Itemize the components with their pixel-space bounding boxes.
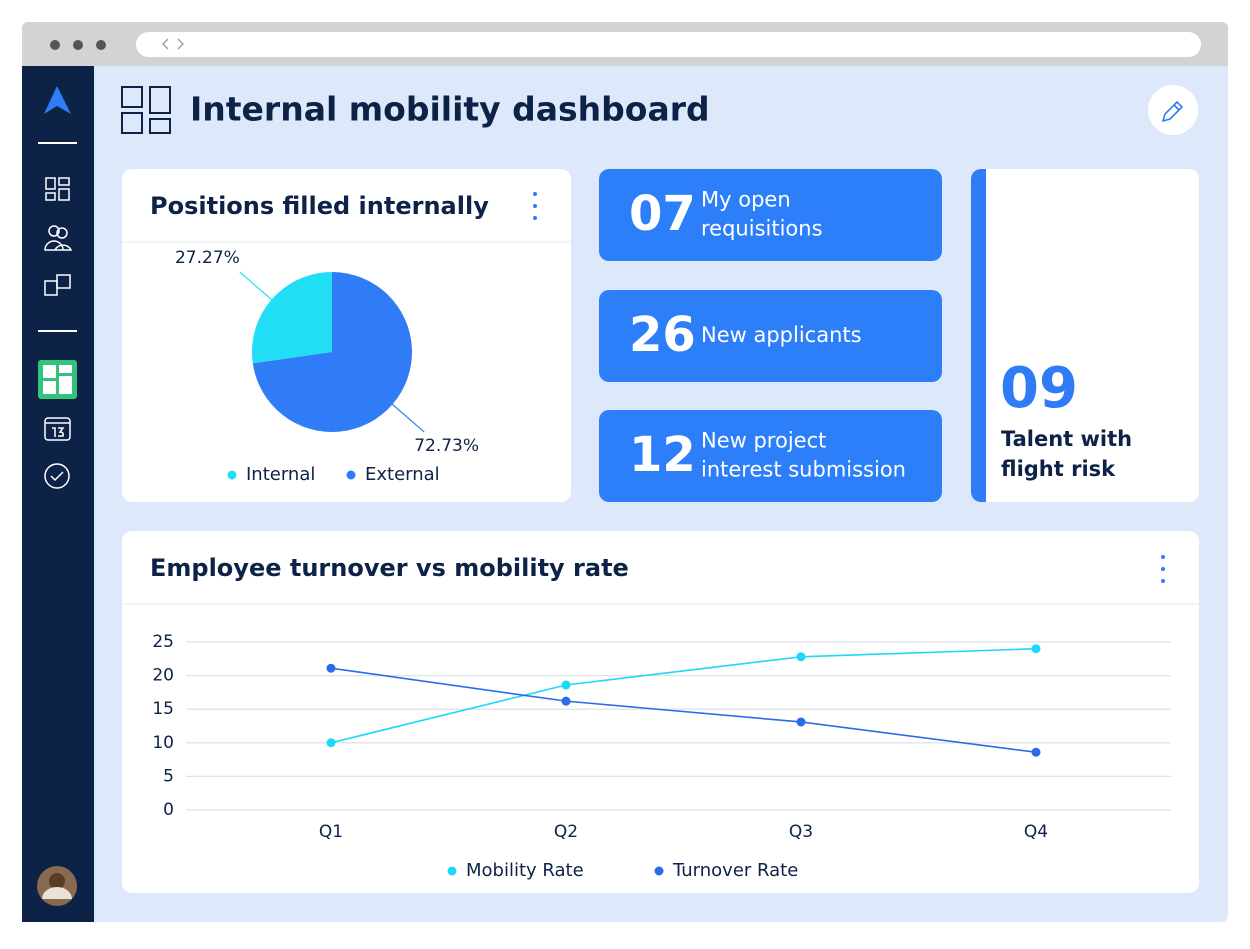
highlight-label: Talent with	[1001, 427, 1132, 451]
menu-button[interactable]	[1161, 555, 1165, 583]
series-line	[330, 647, 1037, 744]
data-point	[326, 663, 336, 673]
x-tick-label: Q1	[319, 822, 343, 842]
legend-label: Turnover Rate	[672, 860, 798, 881]
nav-tasks[interactable]	[44, 463, 70, 489]
edit-button[interactable]	[1148, 85, 1198, 135]
kpi-label: interest submission	[701, 458, 906, 482]
data-point	[561, 680, 571, 690]
y-tick-label: 10	[152, 733, 174, 753]
kpi-label: requisitions	[701, 217, 823, 241]
data-point	[326, 738, 336, 748]
edit-icon[interactable]	[1161, 100, 1184, 123]
x-tick-label: Q3	[789, 822, 813, 842]
card	[971, 169, 1199, 502]
x-tick-label: Q4	[1024, 822, 1048, 842]
menu-button[interactable]	[533, 192, 537, 220]
y-tick-label: 20	[152, 666, 174, 686]
pie-slice	[252, 272, 412, 433]
legend-label: Internal	[246, 464, 315, 485]
leader-line	[239, 271, 275, 303]
data-point	[1031, 644, 1041, 654]
legend-dot	[346, 470, 356, 480]
kpi-value: 12	[629, 427, 696, 483]
window-dot	[73, 40, 83, 50]
page-title: Internal mobility dashboard	[190, 90, 710, 129]
data-point	[796, 652, 806, 662]
nav-active[interactable]	[38, 360, 77, 399]
nav-dashboard[interactable]	[45, 177, 70, 201]
y-tick-label: 25	[152, 632, 174, 652]
highlight-value: 09	[1000, 356, 1078, 421]
kpi-label: New applicants	[701, 323, 862, 347]
legend-dot	[227, 470, 237, 480]
highlight-label: flight risk	[1001, 457, 1116, 481]
data-point	[1031, 747, 1041, 757]
card-title: Employee turnover vs mobility rate	[150, 554, 629, 582]
nav-projects[interactable]	[44, 274, 71, 296]
nav-arrows[interactable]	[162, 38, 184, 50]
data-label: 72.73%	[414, 436, 479, 456]
window-dot	[96, 40, 106, 50]
legend-dot	[447, 866, 457, 876]
kpi-value: 26	[629, 307, 696, 363]
dashboard-icon	[121, 86, 171, 134]
window-dot	[50, 40, 60, 50]
data-point	[796, 717, 806, 727]
card	[122, 531, 1199, 893]
y-tick-label: 0	[163, 800, 174, 820]
legend-label: External	[365, 464, 440, 485]
nav-people[interactable]	[44, 225, 73, 251]
kpi-value: 07	[629, 186, 696, 242]
avatar[interactable]	[37, 866, 77, 906]
kpi-card	[599, 169, 942, 261]
leader-line	[389, 401, 425, 433]
pie-slice	[251, 272, 332, 364]
legend-label: Mobility Rate	[466, 860, 584, 881]
data-point	[561, 696, 571, 706]
address-bar[interactable]	[136, 32, 1201, 57]
logo	[44, 86, 71, 114]
y-tick-label: 15	[152, 699, 174, 719]
card-title: Positions filled internally	[150, 192, 489, 220]
x-tick-label: Q2	[554, 822, 578, 842]
legend-dot	[654, 866, 664, 876]
kpi-label: New project	[701, 429, 826, 453]
accent-bar	[971, 169, 986, 502]
nav-calendar[interactable]	[44, 417, 71, 441]
sidebar	[22, 66, 94, 922]
y-tick-label: 5	[163, 766, 174, 786]
kpi-card	[599, 410, 942, 502]
series-line	[330, 667, 1037, 754]
kpi-card	[599, 290, 942, 382]
kpi-label: My open	[701, 188, 791, 212]
data-label: 27.27%	[175, 248, 240, 268]
